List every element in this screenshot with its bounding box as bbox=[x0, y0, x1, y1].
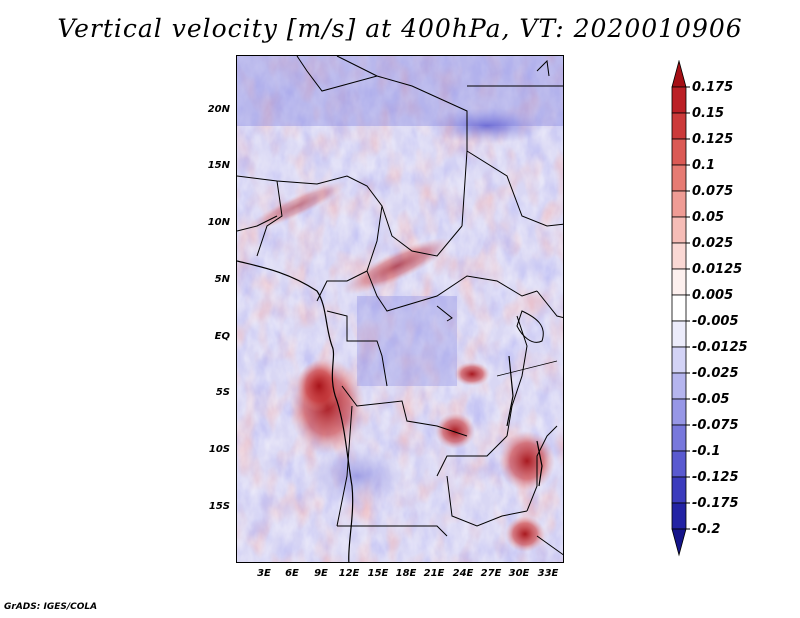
colorbar-bin bbox=[671, 112, 687, 140]
lon-label-12e: 12E bbox=[338, 568, 360, 579]
border-ssudan-ethiopia bbox=[536, 290, 563, 319]
border-nigeria-cameroon bbox=[316, 270, 368, 302]
border-tanzania bbox=[496, 360, 558, 377]
lon-label-21e: 21E bbox=[423, 568, 445, 579]
lat-label-10s: 10S bbox=[208, 444, 230, 455]
border-algeria-niger-libya-chad bbox=[296, 56, 468, 227]
band-central-africa bbox=[342, 237, 452, 295]
border-zambia-zimbabwe bbox=[446, 475, 528, 527]
colorbar-label: -0.1 bbox=[692, 444, 721, 459]
border-niger-nigeria bbox=[237, 175, 383, 272]
lon-label-24e: 24E bbox=[452, 568, 474, 579]
lat-label-20n: 20N bbox=[207, 104, 230, 115]
colorbar-bin bbox=[671, 164, 687, 192]
colorbar-bin bbox=[671, 502, 687, 530]
border-car-drc-ssudan bbox=[366, 270, 538, 312]
colorbar-label: 0.05 bbox=[692, 210, 725, 225]
colorbar-bin bbox=[671, 346, 687, 374]
colorbar-bin bbox=[671, 450, 687, 478]
blue-south bbox=[307, 446, 407, 506]
colorbar-bin bbox=[671, 320, 687, 348]
nile-delta bbox=[536, 59, 550, 77]
colorbar-label: -0.05 bbox=[692, 392, 730, 407]
lon-label-30e: 30E bbox=[508, 568, 530, 579]
colorbar-bin bbox=[671, 216, 687, 244]
colorbar-label: 0.1 bbox=[692, 158, 716, 173]
colorbar-label: 0.15 bbox=[692, 106, 725, 121]
colorbar-label: 0.005 bbox=[692, 288, 734, 303]
border-chad-sudan bbox=[466, 150, 563, 227]
border-river bbox=[436, 305, 453, 322]
colorbar-bin bbox=[671, 138, 687, 166]
page-title: Vertical velocity [m/s] at 400hPa, VT: 2… bbox=[57, 14, 743, 43]
colorbar-label: -0.175 bbox=[692, 496, 739, 511]
border-west-africa bbox=[256, 180, 283, 257]
lon-label-6e: 6E bbox=[285, 568, 299, 579]
colorbar-bin bbox=[671, 190, 687, 218]
atlantic-coastline bbox=[237, 260, 354, 562]
colorbar-bin bbox=[671, 268, 687, 296]
colorbar-bin bbox=[671, 294, 687, 322]
colorbar-label: -0.125 bbox=[692, 470, 739, 485]
colorbar bbox=[671, 60, 690, 557]
lon-label-27e: 27E bbox=[480, 568, 502, 579]
grads-credit: GrADS: IGES/COLA bbox=[4, 602, 98, 612]
colorbar-bin bbox=[671, 86, 687, 114]
border-mozambique bbox=[536, 535, 563, 556]
colorbar-label: 0.075 bbox=[692, 184, 734, 199]
country-borders bbox=[237, 56, 563, 556]
lon-label-15e: 15E bbox=[367, 568, 389, 579]
colorbar-ticks bbox=[686, 86, 690, 530]
border-angola-namibia bbox=[337, 525, 448, 537]
border-gabon-congo bbox=[326, 310, 388, 387]
lat-label-15n: 15N bbox=[207, 160, 230, 171]
border-angola-west bbox=[336, 405, 353, 527]
hotspot-angola-core bbox=[297, 360, 341, 412]
colorbar-bin bbox=[671, 476, 687, 504]
map-panel bbox=[236, 55, 564, 563]
colorbar-label: 0.0125 bbox=[692, 262, 743, 277]
colorbar-bin bbox=[671, 424, 687, 452]
colorbar-bin bbox=[671, 528, 687, 557]
colorbar-label: -0.2 bbox=[692, 522, 721, 537]
colorbar-label: -0.0125 bbox=[692, 340, 748, 355]
border-algeria-libya bbox=[336, 56, 378, 77]
border-burkina bbox=[237, 215, 278, 232]
colorbar-label: -0.025 bbox=[692, 366, 739, 381]
colorbar-label: 0.175 bbox=[692, 80, 734, 95]
colorbar-label: 0.125 bbox=[692, 132, 734, 147]
velocity-field-map bbox=[237, 56, 563, 562]
lat-label-5n: 5N bbox=[214, 274, 230, 285]
blue-libya bbox=[427, 108, 547, 144]
lon-label-3e: 3E bbox=[257, 568, 271, 579]
lake-victoria bbox=[516, 310, 544, 343]
lat-label-10n: 10N bbox=[207, 217, 230, 228]
colorbar-bin bbox=[671, 60, 687, 88]
hotspot-mozambique bbox=[505, 516, 545, 552]
lake-tanganyika bbox=[506, 355, 514, 427]
border-zambia-drc bbox=[436, 435, 508, 477]
lat-label-5s: 5S bbox=[215, 387, 230, 398]
lon-label-9e: 9E bbox=[314, 568, 328, 579]
hotspot-lake-malawi bbox=[499, 431, 555, 491]
border-chad-car bbox=[381, 205, 463, 257]
colorbar-bin bbox=[671, 372, 687, 400]
hotspot-tanzania bbox=[454, 362, 490, 386]
border-drc-angola bbox=[341, 385, 468, 437]
lon-label-18e: 18E bbox=[395, 568, 417, 579]
colorbar-bin bbox=[671, 398, 687, 426]
colorbar-label: 0.025 bbox=[692, 236, 734, 251]
lat-label-15s: 15S bbox=[208, 501, 230, 512]
hotspot-katanga bbox=[435, 413, 475, 449]
colorbar-label: -0.005 bbox=[692, 314, 739, 329]
lat-label-eq: EQ bbox=[214, 331, 230, 342]
lon-label-33e: 33E bbox=[537, 568, 559, 579]
lake-malawi bbox=[536, 440, 543, 487]
border-malawi bbox=[526, 425, 558, 512]
colorbar-label: -0.075 bbox=[692, 418, 739, 433]
colorbar-bin bbox=[671, 242, 687, 270]
